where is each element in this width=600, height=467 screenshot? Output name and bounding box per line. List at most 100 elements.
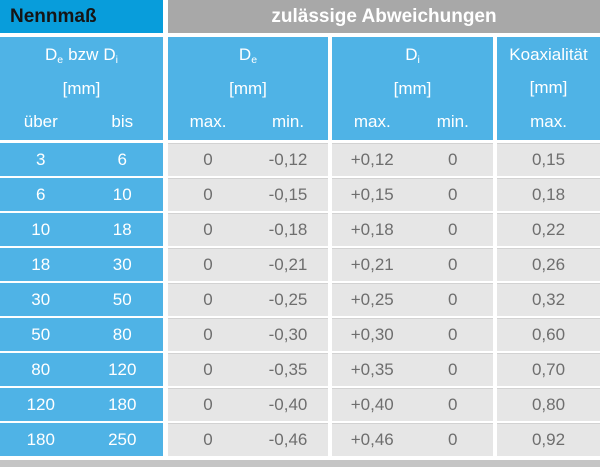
- cell-di-deviation: +0,25 0: [332, 283, 493, 316]
- label-max: max.: [189, 111, 227, 131]
- cell-nominal-range: 180 250: [0, 423, 163, 456]
- value-bis: 10: [112, 184, 132, 204]
- value-de-max: 0: [203, 150, 213, 169]
- value-di-max: +0,40: [350, 395, 394, 414]
- value-koax-max: 0,22: [531, 220, 566, 239]
- cell-de-deviation: 0 -0,35: [168, 353, 328, 386]
- value-koax-max: 0,26: [531, 255, 566, 274]
- value-di-min: 0: [448, 255, 458, 274]
- table-row: 50 80 0 -0,30 +0,30 0 0,60: [0, 318, 600, 351]
- value-de-max: 0: [203, 220, 213, 239]
- value-di-min: 0: [448, 395, 458, 414]
- value-de-min: -0,25: [268, 290, 308, 309]
- subheader-koax-labels: max.: [497, 112, 600, 132]
- label-max: max.: [530, 112, 567, 131]
- value-de-max: 0: [203, 290, 213, 309]
- value-de-max: 0: [203, 395, 213, 414]
- table-row: 120 180 0 -0,40 +0,40 0 0,80: [0, 388, 600, 421]
- value-di-max: +0,21: [350, 255, 394, 274]
- cell-koax: 0,26: [497, 248, 600, 281]
- subheader-nominal: De bzw Di [mm] über bis: [0, 37, 163, 140]
- subscript-e: e: [57, 54, 64, 67]
- value-di-max: +0,15: [350, 185, 394, 204]
- value-ueber: 3: [36, 149, 46, 169]
- cell-nominal-range: 30 50: [0, 283, 163, 316]
- value-di-max: +0,30: [350, 325, 394, 344]
- value-koax-max: 0,32: [531, 290, 566, 309]
- symbol-d: D: [45, 45, 58, 64]
- cell-koax: 0,60: [497, 318, 600, 351]
- cell-koax: 0,70: [497, 353, 600, 386]
- value-de-max: 0: [203, 325, 213, 344]
- cell-nominal-range: 80 120: [0, 353, 163, 386]
- subheader-de-unit: [mm]: [229, 79, 267, 99]
- subheader-di: Di [mm] max. min.: [332, 37, 493, 140]
- value-de-min: -0,35: [268, 360, 308, 379]
- table-row: 10 18 0 -0,18 +0,18 0 0,22: [0, 213, 600, 246]
- value-di-min: 0: [448, 325, 458, 344]
- table-header-bar: Nennmaß zulässige Abweichungen: [0, 0, 600, 33]
- value-de-min: -0,40: [268, 395, 308, 414]
- cell-nominal-range: 10 18: [0, 213, 163, 246]
- value-di-min: 0: [448, 290, 458, 309]
- column-subheaders: De bzw Di [mm] über bis De [mm] max. min. …: [0, 37, 600, 140]
- symbol-d: D: [405, 45, 418, 64]
- value-koax-max: 0,70: [531, 360, 566, 379]
- subheader-nominal-title: De bzw Di: [0, 46, 163, 66]
- value-koax-max: 0,60: [531, 325, 566, 344]
- table-row: 180 250 0 -0,46 +0,46 0 0,92: [0, 423, 600, 456]
- value-koax-max: 0,92: [531, 430, 566, 449]
- label-bis: bis: [111, 111, 134, 131]
- value-de-min: -0,18: [268, 220, 308, 239]
- value-de-min: -0,21: [268, 255, 308, 274]
- value-ueber: 80: [31, 359, 51, 379]
- value-di-max: +0,18: [350, 220, 394, 239]
- value-ueber: 30: [31, 289, 51, 309]
- cell-de-deviation: 0 -0,18: [168, 213, 328, 246]
- value-ueber: 120: [26, 394, 55, 414]
- value-ueber: 180: [26, 429, 55, 449]
- subheader-de-labels: max. min.: [168, 112, 328, 132]
- value-ueber: 10: [31, 219, 51, 239]
- cell-de-deviation: 0 -0,30: [168, 318, 328, 351]
- value-ueber: 18: [31, 254, 51, 274]
- cell-nominal-range: 18 30: [0, 248, 163, 281]
- subheader-de-title: De: [168, 46, 328, 66]
- value-de-min: -0,30: [268, 325, 308, 344]
- value-de-min: -0,15: [268, 185, 308, 204]
- label-min: min.: [436, 111, 469, 131]
- label-ueber: über: [23, 111, 58, 131]
- cell-de-deviation: 0 -0,21: [168, 248, 328, 281]
- table-row: 30 50 0 -0,25 +0,25 0 0,32: [0, 283, 600, 316]
- cell-koax: 0,32: [497, 283, 600, 316]
- value-de-min: -0,12: [268, 150, 308, 169]
- value-di-min: 0: [448, 430, 458, 449]
- table-row: 18 30 0 -0,21 +0,21 0 0,26: [0, 248, 600, 281]
- conjunction-bzw: bzw: [68, 45, 99, 64]
- value-bis: 18: [112, 219, 132, 239]
- value-di-max: +0,25: [350, 290, 394, 309]
- symbol-d: D: [238, 45, 252, 64]
- header-nennmass: Nennmaß: [0, 0, 163, 33]
- value-de-min: -0,46: [268, 430, 308, 449]
- value-bis: 120: [108, 359, 137, 379]
- cell-di-deviation: +0,35 0: [332, 353, 493, 386]
- cell-di-deviation: +0,46 0: [332, 423, 493, 456]
- label-max: max.: [353, 111, 391, 131]
- cell-nominal-range: 6 10: [0, 178, 163, 211]
- subscript-i: i: [115, 54, 118, 67]
- subheader-di-title: Di: [332, 46, 493, 66]
- cell-de-deviation: 0 -0,12: [168, 143, 328, 176]
- table-row: 6 10 0 -0,15 +0,15 0 0,18: [0, 178, 600, 211]
- value-de-max: 0: [203, 255, 213, 274]
- value-bis: 50: [112, 289, 132, 309]
- value-di-min: 0: [448, 150, 458, 169]
- header-zulaessige-abweichungen: zulässige Abweichungen: [168, 0, 600, 33]
- subheader-koax-title: Koaxialität: [509, 45, 588, 64]
- value-koax-max: 0,80: [531, 395, 566, 414]
- value-bis: 30: [112, 254, 132, 274]
- cell-di-deviation: +0,21 0: [332, 248, 493, 281]
- value-di-min: 0: [448, 185, 458, 204]
- table-row: 80 120 0 -0,35 +0,35 0 0,70: [0, 353, 600, 386]
- value-koax-max: 0,15: [531, 150, 566, 169]
